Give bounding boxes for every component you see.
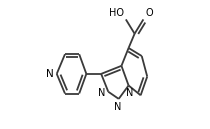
Text: N: N xyxy=(98,88,105,98)
Text: N: N xyxy=(126,88,133,98)
Text: O: O xyxy=(145,8,153,18)
Text: N: N xyxy=(114,102,121,112)
Text: N: N xyxy=(46,69,54,79)
Text: HO: HO xyxy=(109,8,123,18)
